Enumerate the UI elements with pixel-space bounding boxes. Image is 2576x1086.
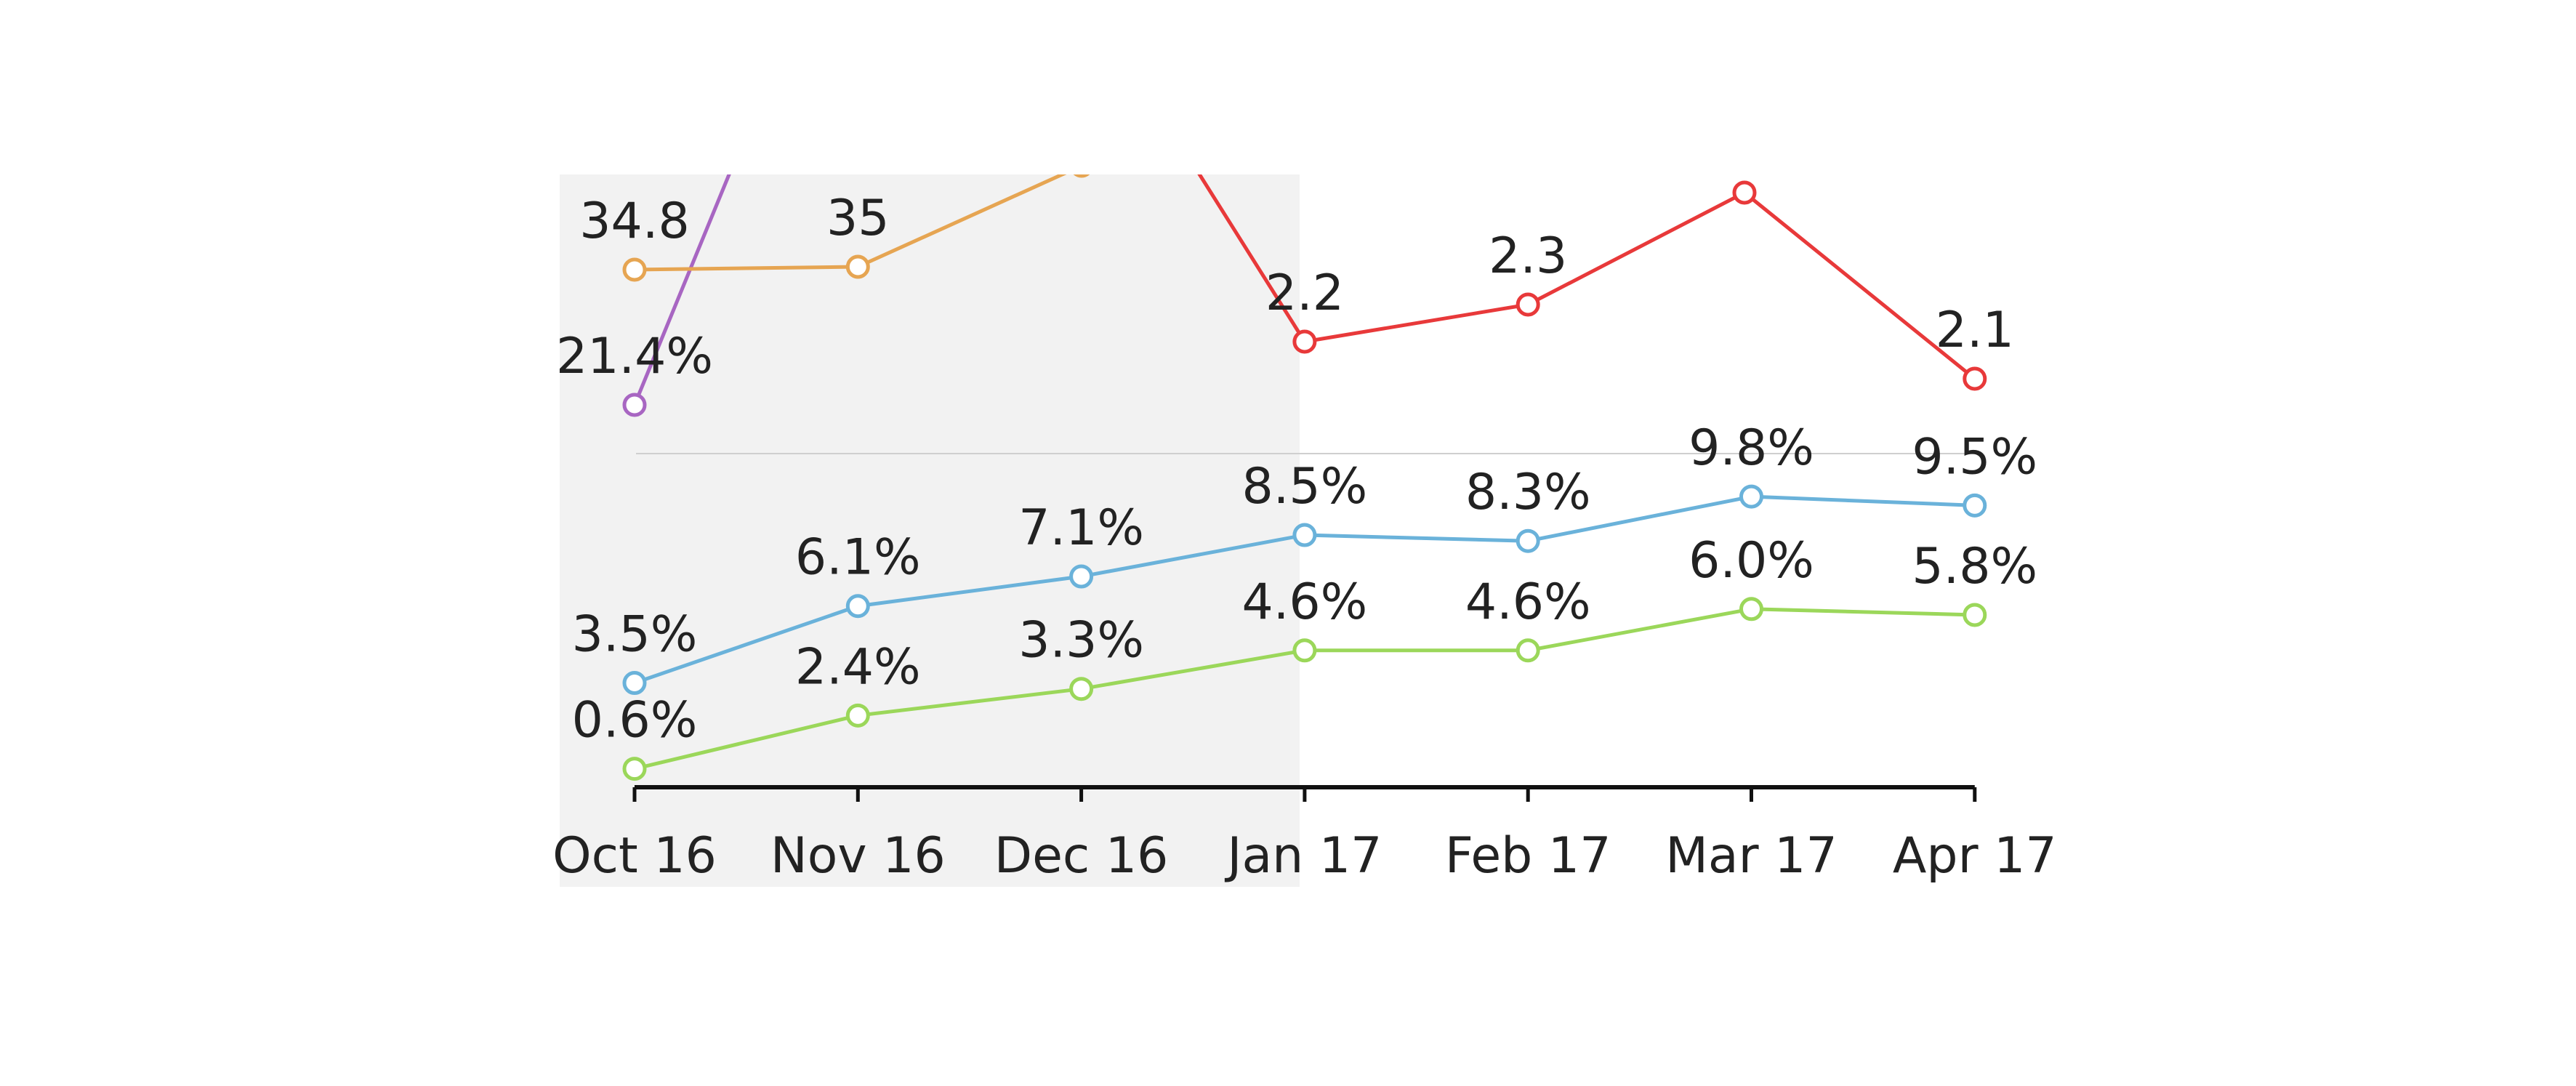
data-label-blue: 7.1% [1018,499,1144,557]
data-label-green: 3.3% [1018,612,1144,669]
data-point-purple [622,393,647,417]
x-tick-label: Feb 17 [1445,827,1611,885]
data-point-orange [622,257,647,282]
x-tick-label: Oct 16 [552,827,717,885]
data-label-blue: 8.5% [1242,458,1368,515]
data-point-red [1963,366,1987,391]
data-label-orange: 34.8 [579,193,689,250]
data-label-orange: 35 [826,190,890,247]
data-point-green [1069,677,1094,701]
data-label-red: 2.3 [1489,228,1567,285]
data-label-green: 4.6% [1242,574,1368,631]
x-tick-label: Nov 16 [770,827,946,885]
data-label-green: 0.6% [572,692,698,749]
data-point-red [1516,292,1540,317]
data-point-orange [1073,174,1090,178]
data-label-blue: 9.8% [1689,419,1814,477]
data-point-blue [622,671,647,696]
x-tick-label: Jan 17 [1224,827,1382,885]
data-label-green: 5.8% [1912,538,2037,595]
data-label-red: 2.2 [1265,265,1344,322]
data-point-green [622,757,647,781]
data-label-blue: 3.5% [572,606,698,664]
data-label-green: 4.6% [1465,574,1591,631]
x-tick-label: Apr 17 [1893,827,2057,885]
data-point-blue [1292,523,1317,547]
x-tick-label: Mar 17 [1665,827,1837,885]
data-label-green: 2.4% [795,638,921,696]
data-point-red [1292,329,1317,354]
data-point-green [1292,638,1317,663]
series-line-purple [632,174,731,406]
data-label-blue: 8.3% [1465,464,1591,521]
x-tick-label: Dec 16 [994,827,1169,885]
data-point-blue [1739,484,1763,509]
data-point-red [1732,180,1757,205]
data-point-green [845,703,870,728]
data-point-green [1739,597,1763,622]
data-label-purple: 21.4% [556,328,713,385]
data-label-blue: 9.5% [1912,428,2037,486]
data-label-green: 6.0% [1689,532,1814,590]
data-label-red: 2.1 [1936,302,2014,359]
data-point-blue [1069,564,1094,589]
data-point-green [1963,603,1987,627]
data-label-blue: 6.1% [795,529,921,587]
data-point-green [1516,638,1540,663]
shaded-period [560,174,1300,887]
data-point-blue [845,594,870,619]
data-point-blue [1963,493,1987,518]
data-point-blue [1516,528,1540,553]
data-point-orange [845,254,870,279]
